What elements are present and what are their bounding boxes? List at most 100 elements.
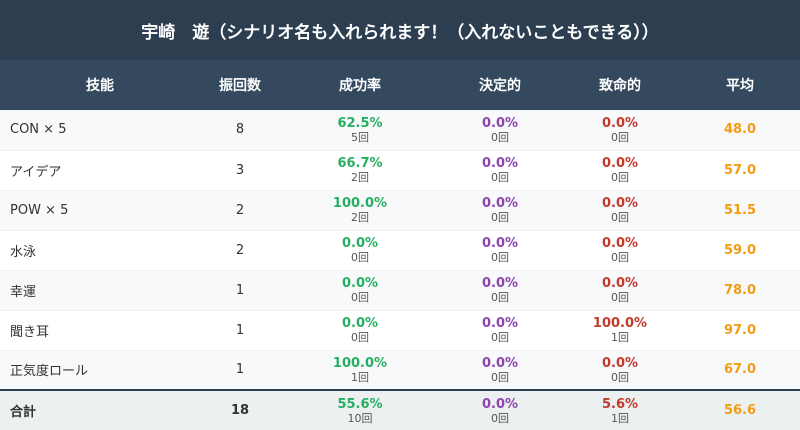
fatal-count: 0回 [611,211,629,224]
success-pct: 100.0% [332,355,388,371]
fatal-count: 0回 [611,291,629,304]
decisive-cell: 0.0% 0回 [440,110,560,151]
roll-count: 8 [200,110,280,151]
table-row: POW × 5 2 100.0% 2回 0.0% 0回 0.0% 0回 51.5 [0,190,800,231]
decisive-pct: 0.0% [481,276,519,291]
total-fatal-count: 1回 [611,411,629,425]
skill-name: 幸運 [0,270,200,311]
table-row: 聞き耳 1 0.0% 0回 0.0% 0回 100.0% 1回 97.0 [0,310,800,351]
header-fatal: 致命的 [599,78,641,94]
average-value: 57.0 [680,150,800,191]
success-pct: 0.0% [341,236,379,251]
table-header-row: 技能 振回数 成功率 決定的 致命的 平均 [0,60,800,110]
total-fatal-pct: 5.6% [601,396,639,412]
average-value: 59.0 [680,230,800,271]
total-decisive-count: 0回 [491,411,509,425]
decisive-cell: 0.0% 0回 [440,190,560,231]
success-cell: 0.0% 0回 [280,230,440,271]
fatal-pct: 0.0% [601,156,639,171]
decisive-cell: 0.0% 0回 [440,350,560,391]
roll-count: 2 [200,190,280,231]
fatal-count: 0回 [611,251,629,264]
decisive-pct: 0.0% [481,196,519,211]
decisive-cell: 0.0% 0回 [440,150,560,191]
decisive-count: 0回 [491,171,509,184]
success-count: 1回 [351,370,369,384]
total-average: 56.6 [723,403,757,418]
fatal-pct: 100.0% [592,316,648,331]
fatal-cell: 0.0% 0回 [560,190,680,231]
fatal-cell: 100.0% 1回 [560,310,680,351]
fatal-pct: 0.0% [601,196,639,211]
total-success-count: 10回 [347,411,373,425]
roll-count: 3 [200,150,280,191]
roll-count: 1 [200,270,280,311]
fatal-pct: 0.0% [601,236,639,251]
success-pct: 100.0% [332,196,388,211]
decisive-count: 0回 [491,251,509,264]
total-success-pct: 55.6% [337,396,383,412]
fatal-cell: 0.0% 0回 [560,230,680,271]
roll-count: 1 [200,350,280,391]
average-value: 51.5 [680,190,800,231]
skill-name: POW × 5 [0,190,200,231]
success-count: 0回 [351,291,369,304]
decisive-count: 0回 [491,211,509,224]
decisive-cell: 0.0% 0回 [440,270,560,311]
fatal-cell: 0.0% 0回 [560,270,680,311]
fatal-pct: 0.0% [601,276,639,291]
success-cell: 0.0% 0回 [280,270,440,311]
decisive-count: 0回 [491,291,509,304]
header-rolls: 振回数 [219,78,261,94]
average-value: 97.0 [680,310,800,351]
table-row: 幸運 1 0.0% 0回 0.0% 0回 0.0% 0回 78.0 [0,270,800,311]
decisive-cell: 0.0% 0回 [440,310,560,351]
success-cell: 0.0% 0回 [280,310,440,351]
fatal-cell: 0.0% 0回 [560,110,680,151]
roll-count: 2 [200,230,280,271]
success-count: 2回 [351,171,369,184]
decisive-pct: 0.0% [481,236,519,251]
average-value: 78.0 [680,270,800,311]
success-count: 0回 [351,331,369,344]
success-cell: 100.0% 2回 [280,190,440,231]
success-pct: 62.5% [337,115,383,131]
skill-stats-table: 技能 振回数 成功率 決定的 致命的 平均 CON × 5 8 62.5% 5回 0.0… [0,60,800,430]
skill-name: 水泳 [0,230,200,271]
total-decisive-cell: 0.0% 0回 [440,390,560,430]
success-cell: 66.7% 2回 [280,150,440,191]
total-fatal-cell: 5.6% 1回 [560,390,680,430]
fatal-pct: 0.0% [601,115,639,131]
success-count: 0回 [351,251,369,264]
total-success-cell: 55.6% 10回 [280,390,440,430]
fatal-cell: 0.0% 0回 [560,150,680,191]
title-bar: 宇崎 遊（シナリオ名も入れられます！（入れないこともできる）） [0,0,800,60]
skill-name: 正気度ロール [0,350,200,391]
skill-name: アイデア [0,150,200,191]
table-row: 正気度ロール 1 100.0% 1回 0.0% 0回 0.0% 0回 67.0 [0,350,800,391]
decisive-pct: 0.0% [481,115,519,131]
header-success: 成功率 [339,78,381,94]
skill-name: CON × 5 [0,110,200,151]
page-title: 宇崎 遊（シナリオ名も入れられます！（入れないこともできる）） [141,22,659,43]
table-row: アイデア 3 66.7% 2回 0.0% 0回 0.0% 0回 57.0 [0,150,800,191]
fatal-count: 1回 [611,331,629,344]
fatal-cell: 0.0% 0回 [560,350,680,391]
fatal-count: 0回 [611,370,629,384]
success-pct: 0.0% [341,316,379,331]
decisive-count: 0回 [491,331,509,344]
roll-count: 1 [200,310,280,351]
fatal-count: 0回 [611,171,629,184]
total-label: 合計 [10,405,37,420]
decisive-count: 0回 [491,370,509,384]
total-row: 合計 18 55.6% 10回 0.0% 0回 5.6% 1回 56.6 [0,390,800,430]
success-count: 5回 [351,130,369,144]
table-row: CON × 5 8 62.5% 5回 0.0% 0回 0.0% 0回 48.0 [0,110,800,151]
total-decisive-pct: 0.0% [481,396,519,412]
average-value: 67.0 [680,350,800,391]
success-cell: 100.0% 1回 [280,350,440,391]
average-value: 48.0 [680,110,800,151]
success-pct: 0.0% [341,276,379,291]
table-body: CON × 5 8 62.5% 5回 0.0% 0回 0.0% 0回 48.0 アイデア 3 66.7… [0,110,800,391]
decisive-cell: 0.0% 0回 [440,230,560,271]
